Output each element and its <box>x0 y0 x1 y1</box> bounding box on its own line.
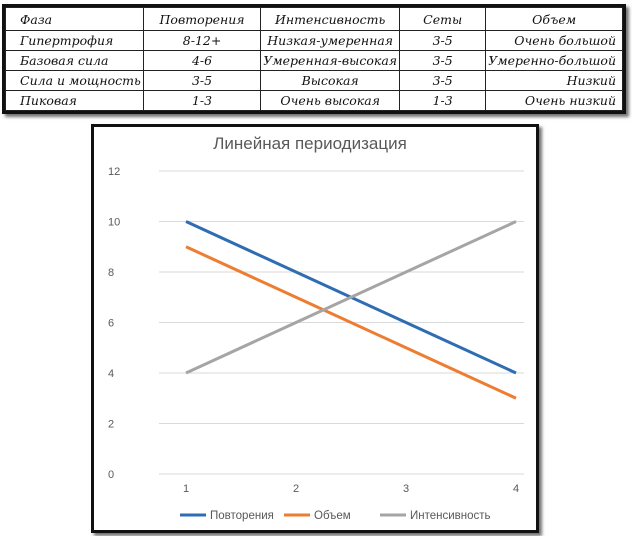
cell-sets: 3-5 <box>399 50 487 71</box>
cell-sets: 1-3 <box>399 90 487 111</box>
y-tick-label: 8 <box>108 267 114 279</box>
cell-phase: Пиковая <box>5 90 144 111</box>
cell-reps: 8-12+ <box>142 30 262 51</box>
periodization-table: Фаза Повторения Интенсивность Сеты Объем… <box>5 7 623 111</box>
x-tick-label: 3 <box>403 483 409 495</box>
cell-intensity: Умеренная-высокая <box>260 50 401 71</box>
table-row: Базовая сила 4-6 Умеренная-высокая 3-5 У… <box>5 50 623 71</box>
table-row: Гипертрофия 8-12+ Низкая-умеренная 3-5 О… <box>5 30 623 51</box>
legend-label: Интенсивность <box>410 510 491 522</box>
cell-reps: 3-5 <box>142 70 262 91</box>
header-reps: Повторения <box>142 7 262 31</box>
cell-phase: Базовая сила <box>5 50 144 71</box>
table-row: Пиковая 1-3 Очень высокая 1-3 Очень низк… <box>5 90 623 111</box>
table-row: Сила и мощность 3-5 Высокая 3-5 Низкий <box>5 70 623 91</box>
y-tick-label: 12 <box>108 166 120 178</box>
header-intensity: Интенсивность <box>260 7 401 31</box>
header-volume: Объем <box>485 7 623 31</box>
x-axis-ticks: 1 2 3 4 <box>183 483 519 495</box>
chart-title: Линейная периодизация <box>213 134 407 153</box>
cell-intensity: Высокая <box>260 70 401 91</box>
legend: Повторения Объем Интенсивность <box>180 510 491 522</box>
y-axis-ticks: 0 2 4 6 8 10 12 <box>108 166 120 481</box>
table-header-row: Фаза Повторения Интенсивность Сеты Объем <box>5 7 623 31</box>
cell-sets: 3-5 <box>399 70 487 91</box>
cell-sets: 3-5 <box>399 30 487 51</box>
cell-volume: Умеренно-большой <box>485 50 623 71</box>
y-tick-label: 0 <box>108 469 114 481</box>
series-line-Объем <box>185 245 517 400</box>
periodization-table-frame: Фаза Повторения Интенсивность Сеты Объем… <box>2 4 626 114</box>
cell-reps: 1-3 <box>142 90 262 111</box>
y-tick-label: 4 <box>108 368 114 380</box>
legend-label: Повторения <box>210 510 274 522</box>
y-tick-label: 10 <box>108 217 120 229</box>
header-sets: Сеты <box>399 7 487 31</box>
cell-reps: 4-6 <box>142 50 262 71</box>
series-line-Интенсивность <box>185 220 517 375</box>
cell-intensity: Очень высокая <box>260 90 401 111</box>
x-tick-label: 4 <box>513 483 519 495</box>
x-tick-label: 2 <box>293 483 299 495</box>
legend-label: Объем <box>314 510 351 522</box>
cell-volume: Очень низкий <box>485 90 623 111</box>
cell-intensity: Низкая-умеренная <box>260 30 401 51</box>
cell-phase: Гипертрофия <box>5 30 144 51</box>
cell-phase: Сила и мощность <box>5 70 144 91</box>
x-tick-label: 1 <box>183 483 189 495</box>
cell-volume: Низкий <box>485 70 623 91</box>
cell-volume: Очень большой <box>485 30 623 51</box>
gridlines <box>159 170 524 475</box>
y-tick-label: 2 <box>108 419 114 431</box>
series-lines <box>185 220 517 400</box>
header-phase: Фаза <box>5 7 144 31</box>
y-tick-label: 6 <box>108 318 114 330</box>
